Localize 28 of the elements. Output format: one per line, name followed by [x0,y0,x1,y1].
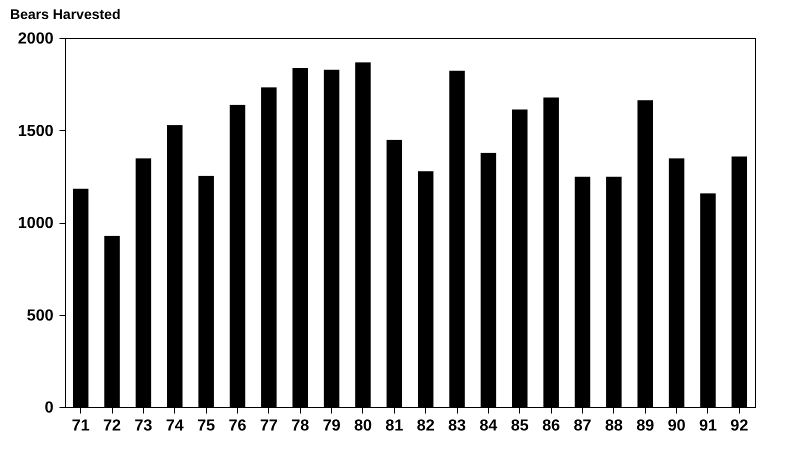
x-tick-label: 76 [228,418,246,434]
y-tick-label: 0 [44,400,54,416]
x-tick-label: 87 [574,418,592,434]
x-tick-label: 75 [197,418,216,434]
x-tick-label: 89 [636,418,654,434]
x-tick-label: 78 [291,418,310,434]
x-tick-label: 74 [166,418,184,434]
x-tick-label: 81 [385,418,404,434]
x-tick-label: 83 [448,418,466,434]
y-tick-label: 500 [26,307,54,324]
x-tick-label: 73 [134,418,152,434]
x-tick-label: 84 [480,418,498,434]
x-tick-label: 80 [354,418,372,434]
y-tick-label: 1500 [18,122,54,140]
x-tick-label: 86 [542,418,560,434]
x-tick-label: 88 [604,418,623,434]
y-tick-label: 2000 [18,30,54,48]
x-tick-label: 72 [103,418,122,434]
y-tick-label: 1000 [18,215,54,232]
x-tick-label: 79 [322,418,341,434]
chart-title: Bears Harvested [10,6,121,22]
x-tick-label: 90 [668,418,686,434]
x-tick-label: 85 [510,418,529,434]
x-tick-label: 91 [699,418,717,434]
x-tick-label: 77 [260,418,278,434]
x-tick-label: 92 [730,418,748,434]
x-tick-label: 82 [416,418,435,434]
x-tick-label: 71 [72,418,90,434]
